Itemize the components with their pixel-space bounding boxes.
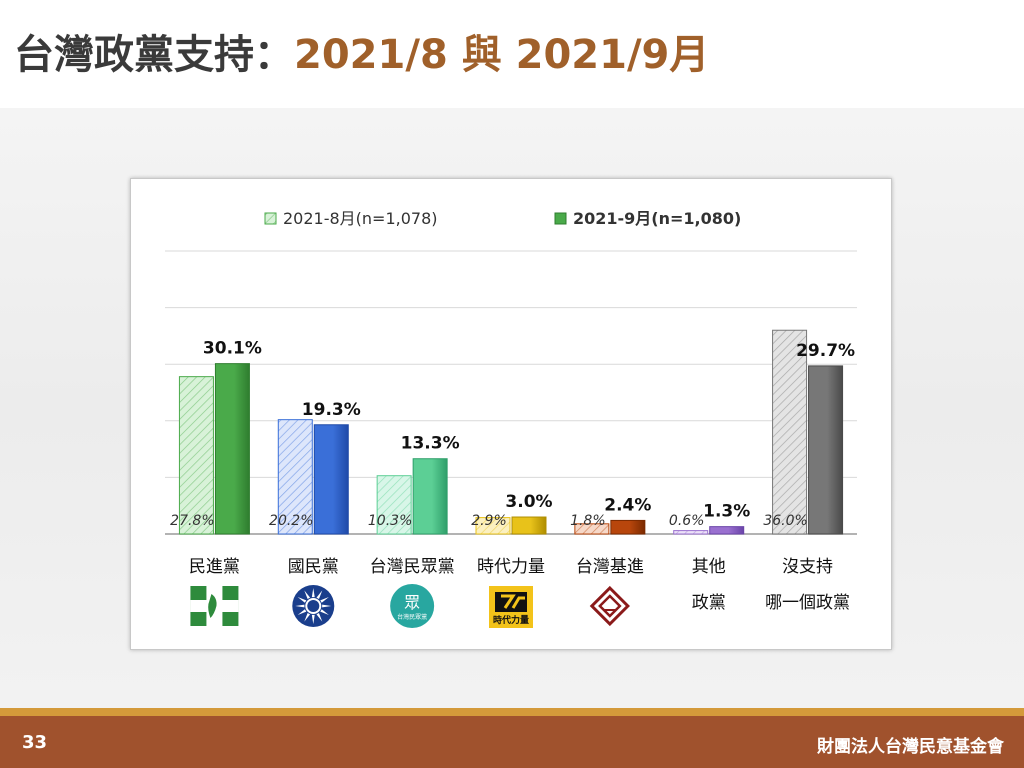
bar-group: 1.8%2.4% 台灣基進	[570, 495, 651, 577]
footer-stripe	[0, 708, 1024, 716]
bar-aug	[277, 419, 313, 535]
bar-group: 20.2% 19.3% 國民黨	[269, 400, 361, 577]
bar-sep	[511, 516, 547, 535]
category-label: 沒支持	[782, 557, 833, 577]
chart-frame: 2021-8月(n=1,078) 2021-9月(n=1,080) 27.8% 30.…	[130, 178, 892, 650]
legend-swatch	[264, 212, 277, 225]
data-label-aug: 1.8%	[570, 513, 606, 529]
category-label: 國民黨	[288, 557, 339, 577]
data-label-sep: 29.7%	[796, 341, 855, 361]
bar-group: 10.3% 13.3% 台灣民眾黨	[368, 434, 460, 577]
data-label-aug: 0.6%	[669, 513, 705, 529]
bar-sep	[313, 424, 349, 535]
svg-text:時代力量: 時代力量	[493, 614, 529, 626]
category-label: 民進黨	[189, 557, 240, 577]
bar-group: 27.8% 30.1% 民進黨	[170, 339, 262, 577]
bar-sep	[709, 526, 745, 535]
legend-label: 2021-9月(n=1,080)	[573, 209, 741, 228]
npp-logo-icon: 時代力量	[489, 586, 533, 628]
bar-sep	[412, 458, 448, 535]
legend-label: 2021-8月(n=1,078)	[283, 209, 438, 228]
data-label-sep: 19.3%	[302, 400, 361, 420]
data-label-sep: 2.4%	[604, 495, 651, 515]
bar-aug	[772, 329, 808, 535]
tsp-logo-icon	[589, 585, 630, 627]
page-number: 33	[22, 732, 48, 753]
data-label-sep: 13.3%	[401, 434, 460, 454]
data-label-aug: 36.0%	[763, 513, 807, 529]
category-label: 時代力量	[477, 557, 545, 577]
bar-sep	[808, 365, 844, 535]
dpp-logo-icon	[190, 586, 239, 626]
title-accent: 2021/8 與 2021/9月	[294, 32, 710, 78]
bar-aug	[574, 523, 610, 535]
data-label-sep: 30.1%	[203, 339, 262, 359]
party-support-chart: 2021-8月(n=1,078) 2021-9月(n=1,080) 27.8% 30.…	[165, 209, 857, 628]
data-label-aug: 20.2%	[269, 513, 313, 529]
legend: 2021-8月(n=1,078) 2021-9月(n=1,080)	[264, 209, 741, 228]
bar-aug	[376, 475, 412, 535]
bar-aug	[475, 517, 511, 535]
svg-text:台灣民眾黨: 台灣民眾黨	[397, 613, 427, 621]
bar-group: 2.9%3.0% 時代力量	[471, 492, 552, 577]
organization-name: 財團法人台灣民意基金會	[817, 737, 1004, 757]
data-label-sep: 1.3%	[703, 502, 750, 522]
title-main: 台灣政黨支持：	[14, 32, 294, 78]
category-label: 哪一個政黨	[765, 593, 850, 613]
data-label-aug: 2.9%	[471, 513, 507, 529]
category-label: 其他	[692, 557, 726, 577]
category-label: 台灣基進	[576, 557, 644, 577]
data-label-aug: 10.3%	[368, 513, 412, 529]
bar-aug	[673, 530, 709, 535]
footer: 33 財團法人台灣民意基金會	[0, 716, 1024, 768]
data-label-aug: 27.8%	[170, 513, 214, 529]
svg-text:眾: 眾	[404, 593, 420, 612]
data-label-sep: 3.0%	[505, 492, 552, 512]
category-label: 台灣民眾黨	[370, 557, 455, 577]
bar-sep	[610, 519, 646, 535]
page-title: 台灣政黨支持：2021/8 與 2021/9月	[14, 22, 709, 80]
bar-sep	[214, 363, 250, 535]
legend-swatch	[554, 212, 567, 225]
title-bar: 台灣政黨支持：2021/8 與 2021/9月	[0, 0, 1024, 100]
bar-aug	[178, 376, 214, 535]
kmt-logo-icon	[292, 585, 335, 627]
category-label: 政黨	[692, 593, 726, 613]
